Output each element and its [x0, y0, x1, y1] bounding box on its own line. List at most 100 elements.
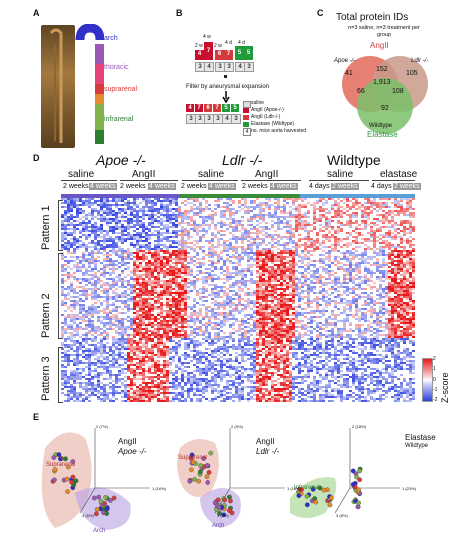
- pca-point: [91, 495, 97, 501]
- time-2: 4 weeks: [89, 183, 117, 190]
- cond-apoe-saline: saline: [68, 169, 95, 180]
- pca-point: [354, 474, 359, 480]
- pattern-3-label: Pattern 3: [40, 356, 52, 401]
- b-mid-box-3: 6: [204, 104, 212, 112]
- pca-point: [356, 487, 361, 493]
- pca-point: [94, 507, 100, 512]
- pca-point: [56, 452, 62, 457]
- venn-f: 108: [392, 88, 404, 95]
- pca3-sub: Wildtype: [405, 443, 429, 449]
- b-box-3: 6: [215, 50, 224, 60]
- venn-subtitle: n=3 saline, n=3 treatment per group: [348, 25, 420, 38]
- time-12: 2 weeks: [393, 183, 421, 190]
- venn-e: 66: [357, 88, 365, 95]
- b-mid-box-2: 7: [195, 104, 203, 112]
- pca1-zaxis: 3 (5%): [82, 513, 94, 518]
- pca-point: [310, 486, 316, 492]
- panel-label-b: B: [176, 8, 183, 18]
- day-label-2: 4 d: [238, 40, 245, 46]
- down-arrow-icon: [222, 91, 230, 103]
- zscore-colorbar: [422, 358, 433, 402]
- venn-right-label: Ldlr -/-: [411, 58, 429, 64]
- pca-point: [104, 506, 110, 512]
- time-9: 4 days: [309, 183, 330, 190]
- aorta-photo: [41, 25, 75, 148]
- venn-b: 152: [376, 66, 388, 73]
- pca-point: [215, 497, 221, 503]
- b-box-4: 7: [224, 50, 233, 60]
- pca-point: [304, 493, 310, 499]
- cond-line-6: [372, 180, 415, 181]
- time-1: 2 weeks: [63, 183, 89, 190]
- segment-label-thoracic: thoracic: [104, 64, 129, 71]
- venn-d: 1,913: [373, 79, 391, 86]
- pca-point: [222, 497, 227, 503]
- pca-point: [205, 480, 211, 485]
- pca-point: [108, 498, 113, 503]
- pca-point: [96, 494, 102, 500]
- pca-point: [73, 478, 79, 484]
- legend-elastase: Elastase (Wildtype): [251, 121, 295, 127]
- pca-point: [227, 494, 232, 500]
- pca-point: [103, 495, 108, 500]
- pattern-2-label: Pattern 2: [40, 293, 52, 338]
- b-low-box-6: 3: [231, 114, 241, 124]
- heatmap-svg: [61, 198, 415, 402]
- filter-label: Filter by aneurysmal expansion: [186, 84, 270, 90]
- pca-point: [70, 459, 76, 464]
- pattern-1-label: Pattern 1: [40, 205, 52, 250]
- pca-point: [52, 467, 58, 473]
- pca3-region1: Infrarenal: [294, 485, 320, 491]
- pca1-xaxis: 1 (16%): [152, 486, 167, 491]
- time-11: 4 days: [371, 183, 392, 190]
- day-label-1: 4 d: [225, 40, 232, 46]
- cond-wt-saline: saline: [327, 169, 354, 180]
- segment-label-suprarenal: suprarenal: [104, 86, 138, 93]
- pca3-title: Elastase: [405, 433, 436, 442]
- pca-point: [216, 504, 222, 510]
- heatmap: [61, 198, 415, 402]
- sample-color-strip: [61, 194, 415, 198]
- pca2-title: AngII: [256, 437, 275, 446]
- pca-point: [65, 489, 70, 494]
- cond-wt-elastase: elastase: [380, 169, 418, 180]
- week-label-1: 2 w: [195, 43, 203, 49]
- pca-point: [51, 455, 57, 460]
- cond-ldlr-angii: AngII: [255, 169, 279, 180]
- time-7: 2 weeks: [242, 183, 268, 190]
- group-ldlr: Ldlr -/-: [222, 152, 263, 168]
- time-10: 2 weeks: [331, 183, 359, 190]
- pca-point: [221, 512, 227, 518]
- cond-ldlr-saline: saline: [198, 169, 225, 180]
- pca2-xaxis: 1 (18%): [287, 486, 302, 491]
- b-mid-box-4: 7: [213, 104, 221, 112]
- panel-label-e: E: [33, 412, 40, 422]
- b-gbox-6: 3: [244, 62, 254, 72]
- pca-point: [296, 493, 302, 499]
- cond-line-4: [241, 180, 301, 181]
- week-label-2: 4 w: [203, 34, 211, 40]
- pca-point: [94, 511, 99, 517]
- venn-bottom-label: Wildtype: [369, 123, 393, 129]
- b-mid-box-6: 5: [231, 104, 239, 112]
- pca-point: [63, 456, 68, 462]
- panel-label-a: A: [33, 8, 40, 18]
- pca-point: [227, 508, 232, 513]
- pca-point: [204, 474, 210, 480]
- pca-point: [206, 470, 212, 475]
- pca-point: [190, 459, 196, 465]
- pca-point: [192, 477, 198, 482]
- legend-ldlr: AngII (Ldlr-/-): [251, 114, 281, 120]
- pca3-zaxis: 3 (8%): [336, 513, 348, 518]
- legend-swatch-apoe: [243, 108, 249, 113]
- cond-line-3: [182, 180, 238, 181]
- pattern3-bracket: [58, 347, 63, 403]
- pca-point: [189, 452, 195, 458]
- cond-line-1: [61, 180, 117, 181]
- venn-title: Total protein IDs: [336, 12, 409, 23]
- b-connector-dot: [224, 75, 227, 78]
- panel-label-c: C: [317, 8, 324, 18]
- b-mid-box-5: 5: [222, 104, 230, 112]
- pca-point: [355, 504, 361, 510]
- b-box-2: 7: [204, 42, 213, 60]
